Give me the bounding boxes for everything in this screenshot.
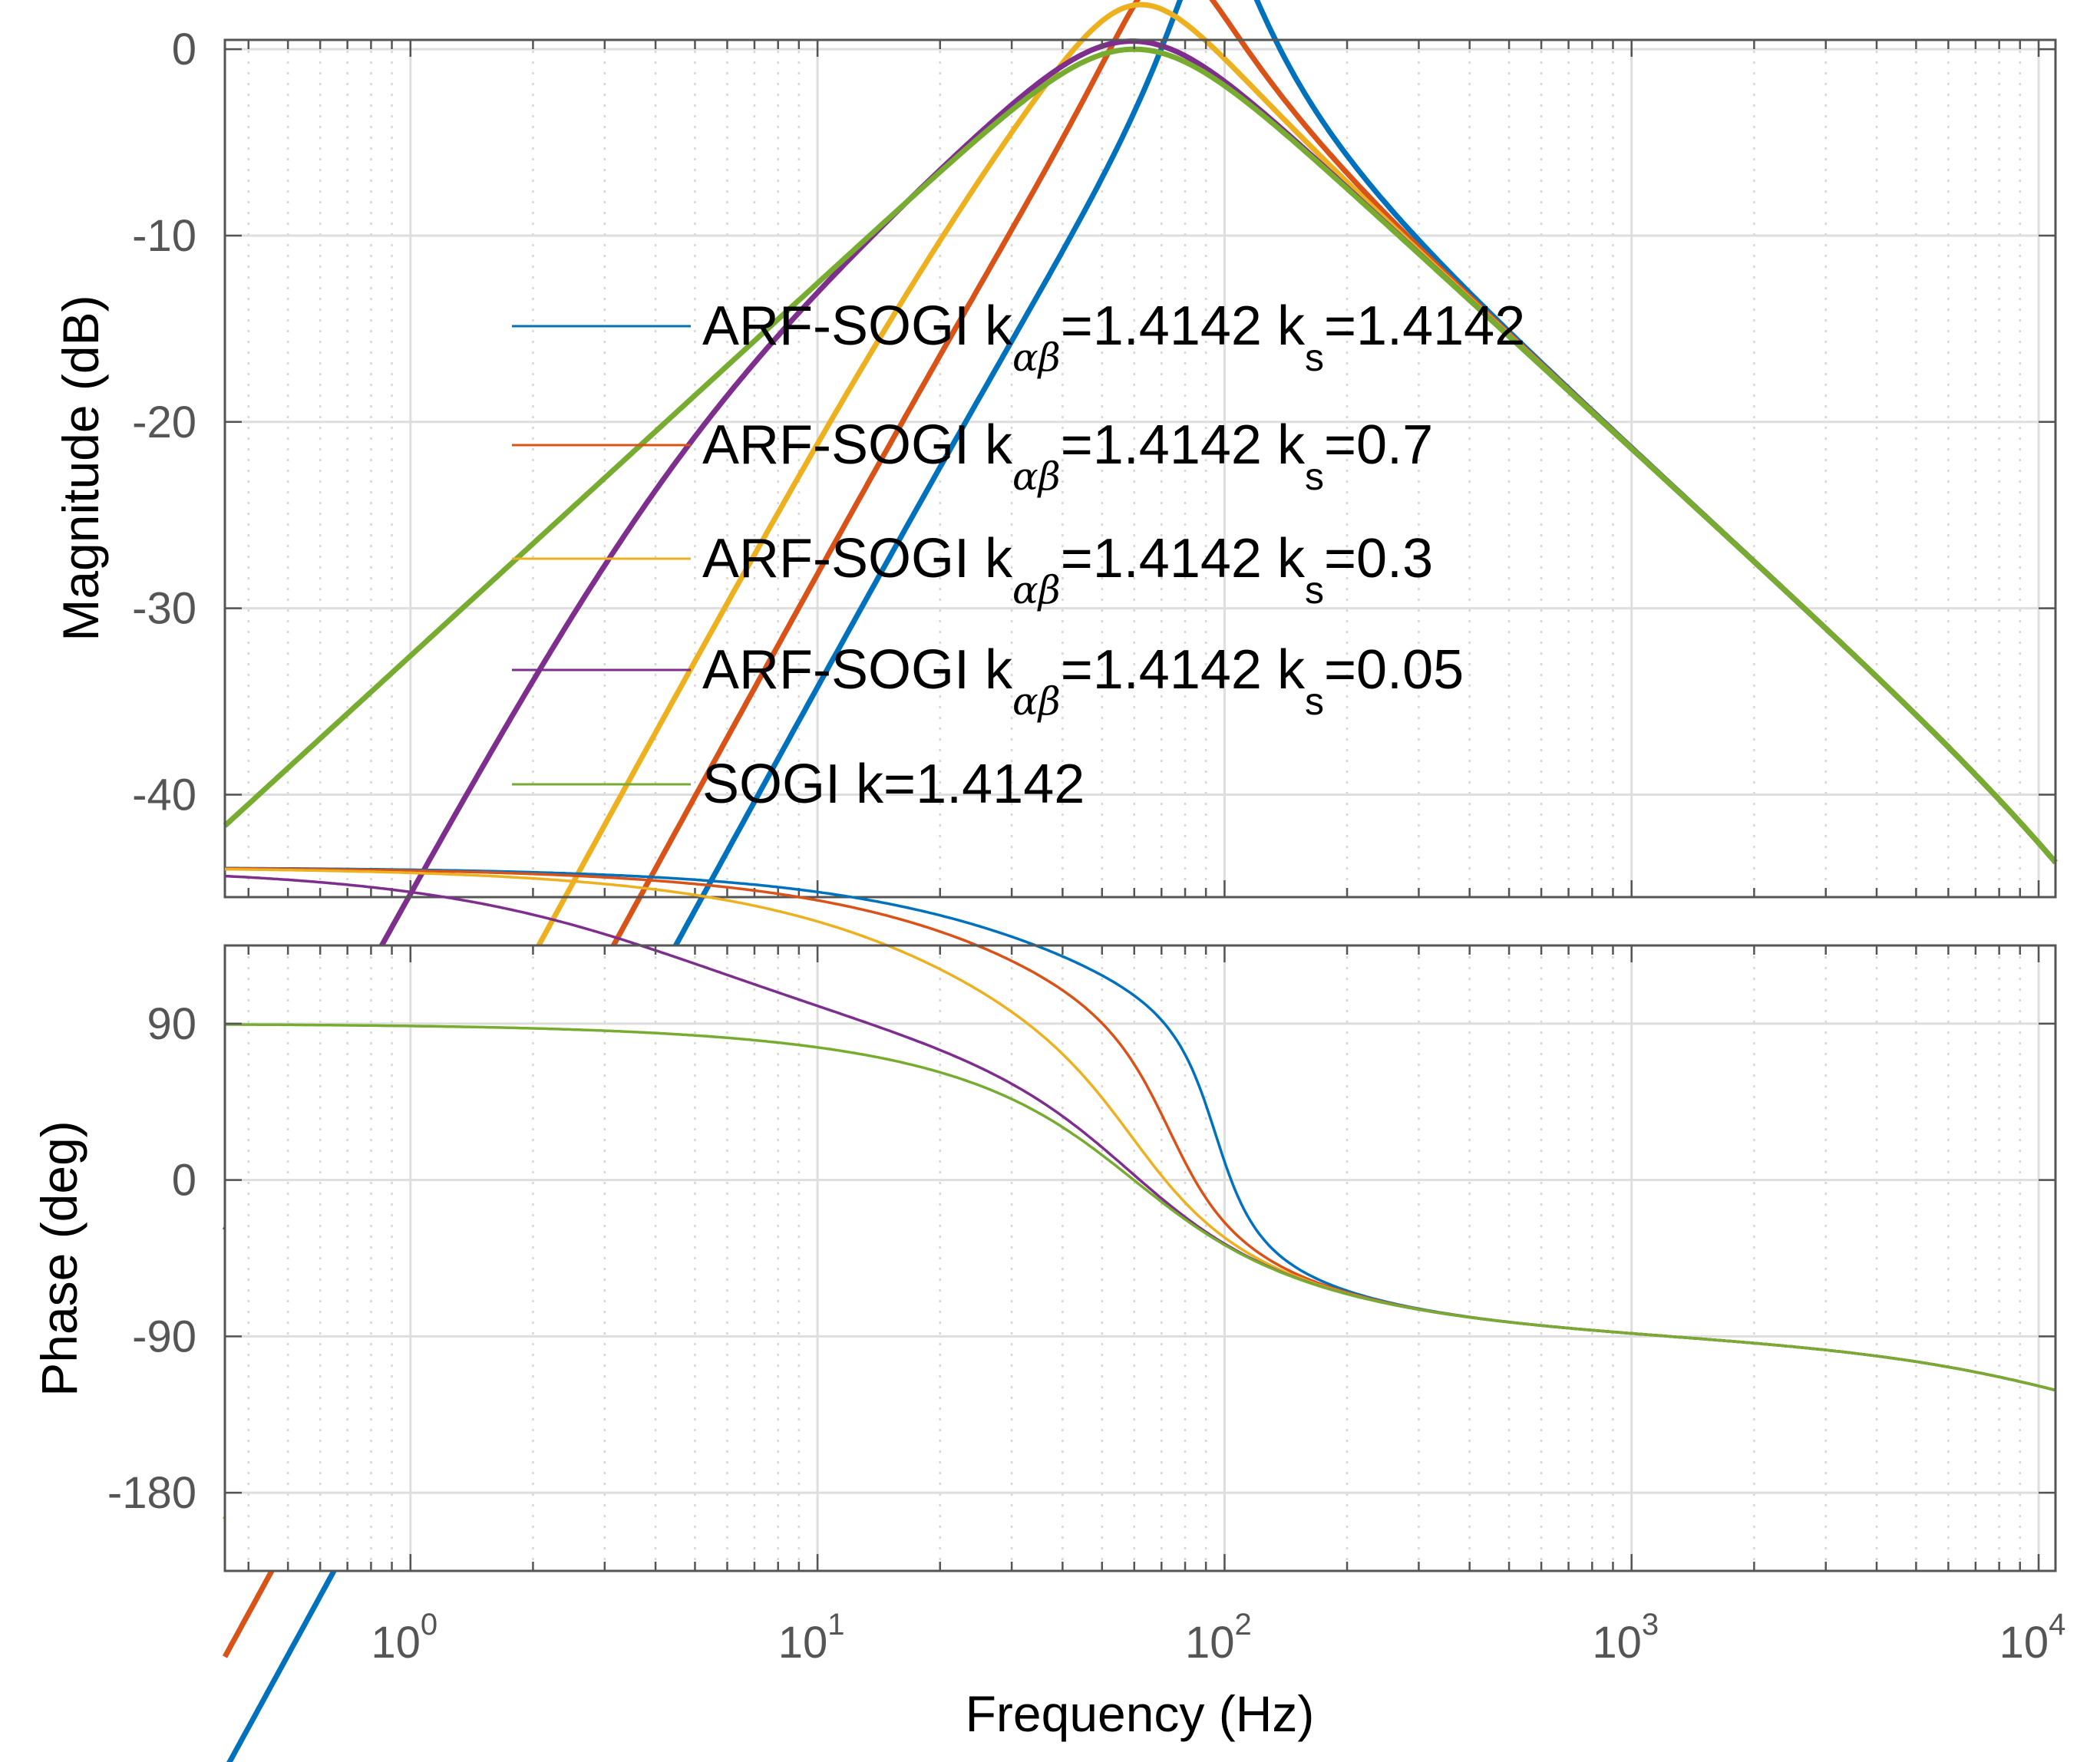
phase-plot-area xyxy=(225,945,2055,1571)
magnitude-y-axis-label: Magnitude (dB) xyxy=(52,295,109,641)
legend: ARF-SOGI kαβ=1.4142 ks=1.4142 ARF-SOGI kα… xyxy=(512,295,1525,815)
legend-label-3: ARF-SOGI kαβ=1.4142 ks=0.3 xyxy=(702,528,1433,612)
phase-y-tick-labels: 90 0 -90 -180 xyxy=(107,999,196,1518)
magnitude-y-tick-label: -30 xyxy=(132,584,196,634)
x-tick-label: 100 xyxy=(371,1608,438,1668)
x-tick-label: 101 xyxy=(778,1608,845,1668)
legend-label-4: ARF-SOGI kαβ=1.4142 ks=0.05 xyxy=(702,639,1464,724)
magnitude-y-tick-label: -20 xyxy=(132,398,196,447)
magnitude-y-tick-label: 0 xyxy=(172,25,196,74)
legend-item-2: ARF-SOGI kαβ=1.4142 ks=0.7 xyxy=(512,414,1433,499)
phase-y-tick-label: 90 xyxy=(147,999,196,1049)
magnitude-y-tick-labels: 0 -10 -20 -30 -40 xyxy=(132,25,196,820)
magnitude-axes-box xyxy=(223,38,2057,899)
phase-series-line-5 xyxy=(224,1023,2056,1392)
x-tick-label: 104 xyxy=(1999,1608,2066,1668)
phase-y-tick-label: 0 xyxy=(172,1156,196,1206)
phase-axes-box xyxy=(223,944,2057,1572)
legend-label-1: ARF-SOGI kαβ=1.4142 ks=1.4142 xyxy=(702,295,1525,380)
phase-curves xyxy=(224,866,2056,1392)
phase-grid xyxy=(225,945,2055,1571)
legend-item-3: ARF-SOGI kαβ=1.4142 ks=0.3 xyxy=(512,528,1433,612)
phase-y-tick-label: -180 xyxy=(107,1468,196,1518)
magnitude-y-tick-label: -40 xyxy=(132,770,196,820)
legend-label-2: ARF-SOGI kαβ=1.4142 ks=0.7 xyxy=(702,414,1433,499)
magnitude-ticks xyxy=(225,40,2055,897)
x-tick-labels: 100 101 102 103 104 xyxy=(371,1608,2065,1668)
phase-y-axis-label: Phase (deg) xyxy=(31,1120,88,1397)
x-axis-label: Frequency (Hz) xyxy=(966,1685,1315,1742)
phase-y-tick-label: -90 xyxy=(132,1312,196,1361)
legend-item-1: ARF-SOGI kαβ=1.4142 ks=1.4142 xyxy=(512,295,1525,380)
phase-ticks xyxy=(225,945,2055,1571)
x-tick-label: 102 xyxy=(1185,1608,1252,1668)
x-tick-label: 103 xyxy=(1592,1608,1659,1668)
phase-subplot: 90 0 -90 -180 Phase (deg) xyxy=(31,866,2057,1572)
legend-label-5: SOGI k=1.4142 xyxy=(702,754,1085,815)
magnitude-plot-area xyxy=(225,40,2055,897)
legend-item-5: SOGI k=1.4142 xyxy=(512,754,1085,815)
magnitude-grid xyxy=(225,40,2055,897)
magnitude-y-tick-label: -10 xyxy=(132,211,196,261)
magnitude-subplot: 0 -10 -20 -30 -40 Magnitude (dB) xyxy=(52,0,2058,1762)
legend-item-4: ARF-SOGI kαβ=1.4142 ks=0.05 xyxy=(512,639,1464,724)
magnitude-series-line-5 xyxy=(223,46,2058,864)
